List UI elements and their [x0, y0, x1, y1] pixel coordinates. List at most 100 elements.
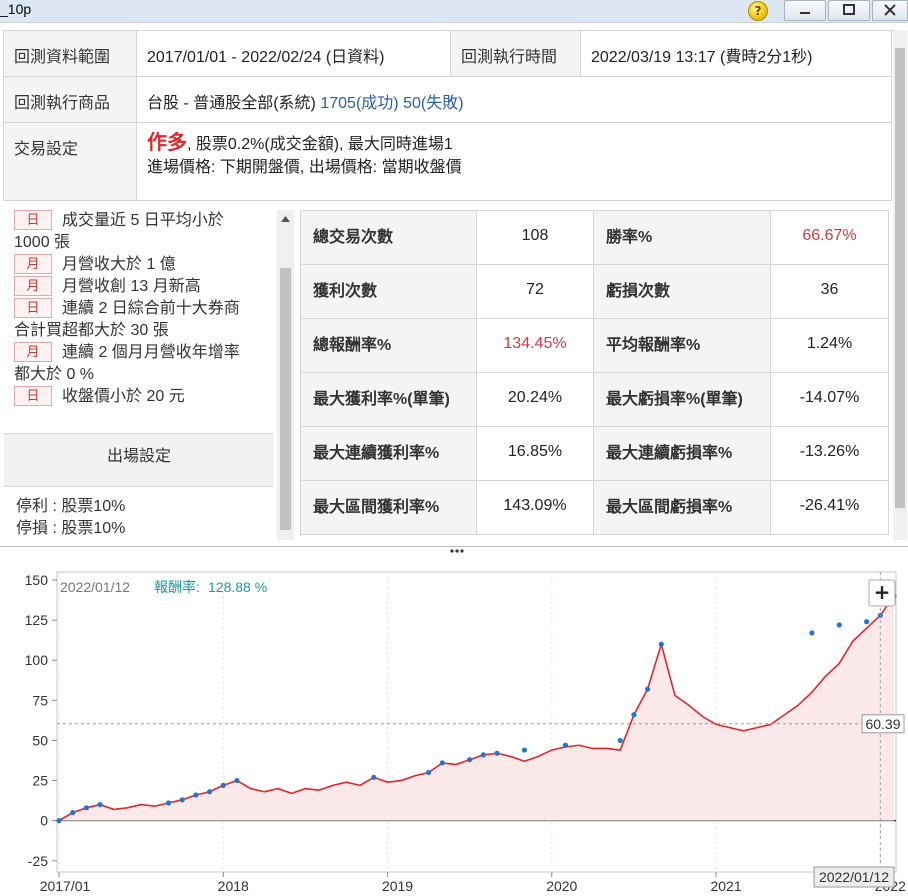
- new-high-marker: [521, 747, 528, 753]
- product-value: 台股 - 普通股全部(系統): [147, 95, 316, 112]
- criteria-scrollbar[interactable]: [277, 210, 294, 540]
- product-label: 回測執行商品: [4, 77, 137, 123]
- stat-label: 勝率%: [594, 211, 771, 265]
- new-high-marker: [70, 810, 76, 816]
- stat-value: 134.45%: [477, 319, 594, 373]
- stat-label: 最大獲利率%(單筆): [301, 373, 477, 427]
- stat-value: 36: [771, 265, 889, 319]
- take-profit: 停利 : 股票10%: [16, 498, 126, 515]
- new-high-marker: [97, 802, 103, 808]
- criteria-text: 連續 2 日綜合前十大券商: [62, 300, 240, 317]
- y-tick-label: 0: [40, 813, 48, 829]
- stat-label: 最大連續獲利率%: [301, 427, 477, 481]
- y-tick-label: 150: [25, 572, 49, 588]
- y-tick-label: 100: [25, 652, 49, 668]
- scroll-up-icon: [281, 216, 290, 222]
- stat-value: 72: [477, 265, 594, 319]
- new-high-marker: [206, 789, 213, 795]
- exec-time-value: 2022/03/19 13:17 (費時2分1秒): [581, 31, 892, 77]
- product-success-link[interactable]: 1705(成功): [320, 95, 399, 112]
- new-high-marker: [658, 641, 664, 647]
- criteria-item: 日收盤價小於 20 元: [4, 386, 274, 408]
- product-fail-link[interactable]: 50(失敗): [403, 95, 464, 112]
- zoom-in-icon: +: [874, 580, 891, 604]
- stat-value: 20.24%: [477, 373, 594, 427]
- criteria-text: 連續 2 個月月營收年增率: [62, 344, 240, 361]
- crosshair-value-box: [861, 714, 905, 734]
- criteria-item: 月月營收創 13 月新高: [4, 276, 274, 298]
- stat-value: 16.85%: [477, 427, 594, 481]
- main-scrollbar-thumb[interactable]: [895, 48, 905, 508]
- new-high-marker: [480, 752, 486, 758]
- readout-value: 128.88 %: [208, 579, 267, 595]
- range-value: 2017/01/01 - 2022/02/24 (日資料): [137, 31, 451, 77]
- product-value-cell: 台股 - 普通股全部(系統) 1705(成功) 50(失敗): [137, 77, 892, 123]
- trade-direction: 作多: [147, 132, 187, 154]
- return-chart: 150 125 100 75 50 25 0 -25 2017/01 2018 2019 2020 20…: [0, 556, 908, 896]
- main-scrollbar[interactable]: [893, 30, 907, 556]
- stat-label: 最大虧損率%(單筆): [594, 373, 771, 427]
- new-high-marker: [631, 712, 637, 718]
- stat-label: 最大區間虧損率%: [594, 481, 771, 535]
- maximize-button[interactable]: [828, 0, 870, 21]
- new-high-marker: [425, 769, 432, 776]
- criteria-item: 日成交量近 5 日平均小於 1000 張: [4, 210, 274, 254]
- trade-value-cell: 作多, 股票0.2%(成交金額), 最大同時進場1 進場價格: 下期開盤價, 出…: [137, 123, 892, 201]
- x-tick-label: 2020: [546, 878, 577, 894]
- trade-label: 交易設定: [4, 123, 137, 201]
- y-tick-label: 25: [32, 773, 48, 789]
- criteria-list: 日成交量近 5 日平均小於 1000 張月月營收大於 1 億月月營收創 13 月新…: [4, 210, 274, 432]
- exit-settings-header: 出場設定: [4, 433, 274, 487]
- crosshair-value-label: 60.39: [865, 716, 900, 732]
- minimize-button[interactable]: [784, 0, 826, 21]
- stat-label: 最大區間獲利率%: [301, 481, 477, 535]
- y-tick-label: 125: [25, 612, 49, 628]
- new-high-marker: [165, 800, 172, 806]
- plot-area: [56, 571, 897, 873]
- new-high-marker: [56, 818, 62, 824]
- new-high-marker: [439, 760, 445, 766]
- new-high-marker: [836, 622, 842, 628]
- new-high-marker: [494, 750, 500, 756]
- drag-handle-icon: [450, 549, 464, 553]
- new-high-marker: [467, 757, 473, 763]
- exit-settings: 停利 : 股票10% 停損 : 股票10%: [16, 496, 125, 540]
- y-tick-label: 75: [32, 692, 48, 708]
- minimize-icon: [800, 12, 810, 14]
- new-high-marker: [179, 797, 185, 803]
- criteria-text: 成交量近 5 日平均小於: [62, 212, 224, 229]
- help-icon[interactable]: ?: [748, 1, 768, 21]
- stat-value: 66.67%: [771, 211, 889, 265]
- criteria-frequency-tag: 月: [14, 276, 52, 296]
- criteria-scrollbar-thumb[interactable]: [280, 268, 291, 530]
- x-tick-label: 2021: [710, 878, 741, 894]
- stat-value: -14.07%: [771, 373, 889, 427]
- stat-value: -13.26%: [771, 427, 889, 481]
- crosshair-date-label: 2022/01/12: [819, 869, 889, 885]
- stat-label: 總報酬率%: [301, 319, 477, 373]
- criteria-text-continued: 合計買超都大於 30 張: [14, 322, 169, 339]
- close-icon: [884, 4, 896, 16]
- panel-splitter[interactable]: [0, 546, 908, 557]
- criteria-text-continued: 都大於 0 %: [14, 366, 95, 383]
- y-tick-label: 50: [32, 732, 48, 748]
- stat-value: 143.09%: [477, 481, 594, 535]
- criteria-frequency-tag: 日: [14, 210, 52, 230]
- x-tick-label: 2018: [218, 878, 249, 894]
- zoom-in-button[interactable]: [868, 579, 896, 607]
- range-label: 回測資料範圍: [4, 31, 137, 77]
- new-high-marker: [645, 686, 651, 692]
- window-titlebar: _10p: [0, 0, 908, 23]
- info-table: 回測資料範圍 2017/01/01 - 2022/02/24 (日資料) 回測執…: [3, 30, 892, 201]
- criteria-frequency-tag: 月: [14, 254, 52, 274]
- maximize-icon: [843, 4, 855, 15]
- stat-value: 108: [477, 211, 594, 265]
- stop-loss: 停損 : 股票10%: [16, 520, 126, 537]
- stat-value: -26.41%: [771, 481, 889, 535]
- return-area: [59, 596, 894, 821]
- window-title: _10p: [0, 1, 32, 17]
- stat-label: 總交易次數: [301, 211, 477, 265]
- close-button[interactable]: [872, 0, 908, 21]
- new-high-marker: [220, 782, 226, 788]
- stat-label: 平均報酬率%: [594, 319, 771, 373]
